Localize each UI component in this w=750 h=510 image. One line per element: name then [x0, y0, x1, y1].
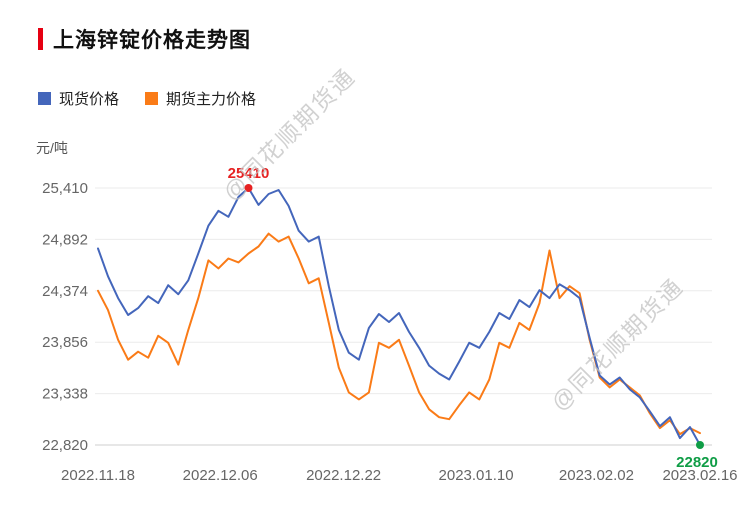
legend-item-spot-price: 现货价格	[38, 88, 119, 109]
series-line-期货主力价格	[97, 232, 701, 436]
x-tick-label: 2022.12.06	[183, 467, 258, 484]
annotation-dot	[244, 184, 253, 192]
legend-label-futures-price: 期货主力价格	[166, 91, 257, 108]
annotation-label: 22820	[676, 454, 718, 471]
y-tick-label: 24,892	[42, 231, 88, 248]
series-line-现货价格	[97, 187, 701, 446]
y-tick-label: 22,820	[42, 437, 88, 454]
spot-price-swatch	[38, 92, 51, 105]
annotation-dot	[696, 441, 704, 449]
y-tick-label: 24,374	[42, 283, 88, 300]
legend-item-futures-price: 期货主力价格	[145, 88, 256, 109]
x-tick-label: 2022.11.18	[61, 467, 135, 484]
y-tick-label: 25,410	[42, 180, 88, 197]
x-tick-label: 2023.02.02	[559, 467, 634, 484]
page-title-row: 上海锌锭价格走势图	[38, 24, 251, 54]
y-tick-label: 23,338	[42, 386, 88, 403]
legend-label-spot-price: 现货价格	[59, 91, 120, 108]
futures-price-swatch	[145, 92, 159, 105]
legend: 现货价格 期货主力价格	[38, 88, 256, 109]
x-tick-label: 2023.01.10	[439, 467, 514, 484]
page-title: 上海锌锭价格走势图	[53, 29, 251, 52]
x-tick-label: 2022.12.22	[306, 467, 381, 484]
y-axis-unit-label: 元/吨	[36, 140, 68, 156]
annotation-label: 25410	[228, 165, 270, 182]
y-tick-label: 23,856	[42, 334, 88, 351]
title-accent-bar	[38, 28, 43, 50]
x-tick-label: 2023.02.16	[662, 467, 737, 484]
